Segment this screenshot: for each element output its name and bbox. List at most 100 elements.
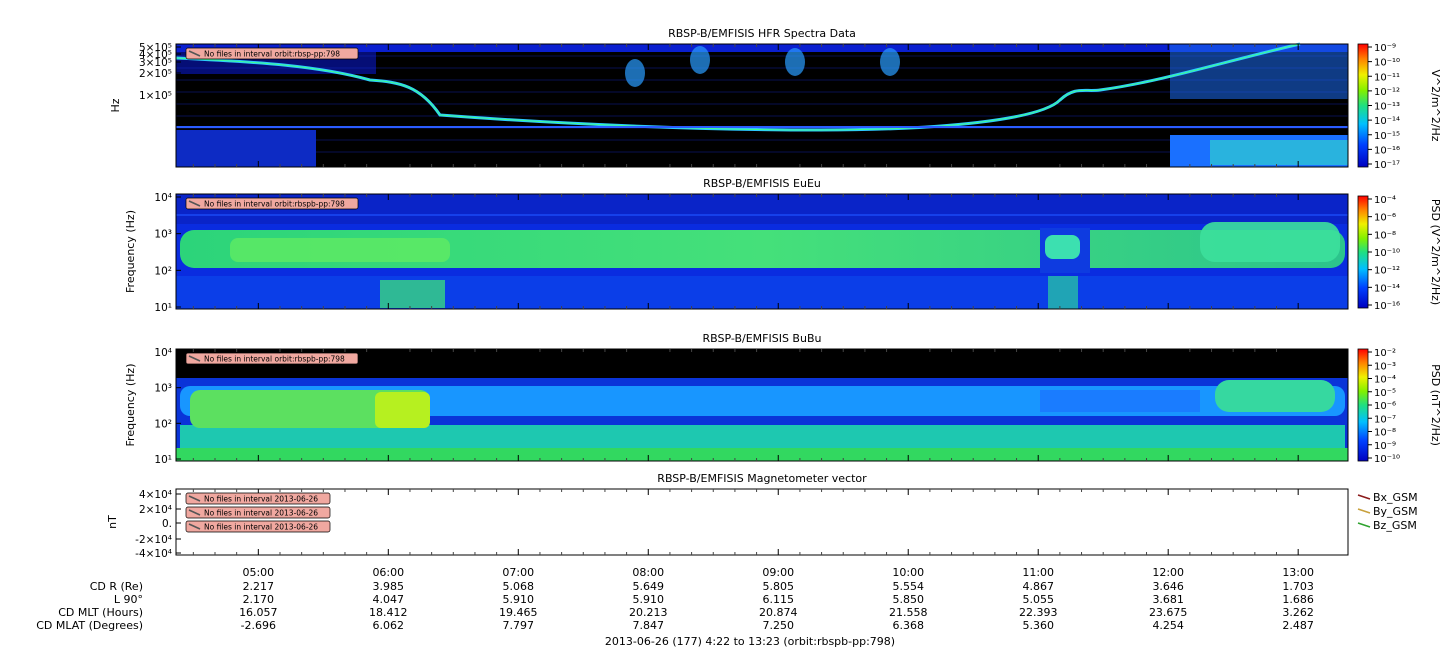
hfr-spectra-colorbar-tick: 10⁻¹⁰ [1374, 58, 1400, 69]
ephemeris-value: 22.393 [1019, 606, 1058, 619]
ephemeris-value: -2.696 [241, 619, 276, 632]
eueu-spectrogram-colorbar-tick: 10⁻⁶ [1374, 213, 1396, 224]
hfr-spectra-colorbar-tick: 10⁻¹³ [1374, 102, 1400, 113]
hfr-spectra-colorbar [1357, 43, 1372, 168]
no-files-annotation-text: No files in interval 2013-06-26 [204, 509, 318, 518]
ephemeris-value: 3.985 [373, 580, 405, 593]
x-tick-label: 06:00 [372, 566, 404, 579]
hfr-spectra-colorbar-tick: 10⁻¹¹ [1374, 72, 1400, 83]
bubu-spectrogram-colorbar-tick: 10⁻² [1374, 348, 1396, 359]
ephemeris-value: 5.910 [503, 593, 535, 606]
eueu-spectrogram-ylabel: Frequency (Hz) [124, 210, 137, 293]
legend-swatch-bz_gsm [1357, 522, 1371, 528]
bubu-spectrogram-ytick-label: 10³ [154, 383, 172, 395]
bubu-spectrogram-ytick-label: 10⁴ [154, 347, 172, 359]
x-tick-label: 07:00 [502, 566, 534, 579]
hfr-spectra-ytick-label: 3×10⁵ [139, 57, 172, 69]
ephemeris-value: 2.217 [243, 580, 275, 593]
eueu-spectrogram-colorbar-tick: 10⁻⁴ [1374, 195, 1396, 206]
ephemeris-value: 3.646 [1152, 580, 1184, 593]
ephemeris-value: 4.047 [373, 593, 405, 606]
ephemeris-value: 7.250 [762, 619, 794, 632]
no-files-annotation: No files in interval orbit:rbspb-pp:798 [185, 352, 359, 365]
ephemeris-value: 3.262 [1282, 606, 1314, 619]
legend-label-bz_gsm: Bz_GSM [1373, 519, 1417, 532]
eueu-spectrogram-ytick-label: 10⁴ [154, 192, 172, 204]
ephemeris-value: 2.170 [243, 593, 275, 606]
no-files-annotation: No files in interval orbit:rbsp-pp:798 [185, 47, 359, 60]
ephemeris-value: 6.062 [373, 619, 405, 632]
x-tick-label: 10:00 [892, 566, 924, 579]
bubu-spectrogram-colorbar [1357, 348, 1372, 462]
hfr-spectra-ylabel: Hz [109, 98, 122, 112]
ephemeris-value: 7.847 [633, 619, 665, 632]
eueu-spectrogram-colorbar [1357, 195, 1372, 309]
hfr-spectra-ytick-label: 5×10⁵ [139, 42, 172, 54]
hfr-spectra-colorbar-tick: 10⁻⁹ [1374, 43, 1396, 54]
magnetometer-plot-area [176, 489, 1348, 555]
ephemeris-value: 1.703 [1282, 580, 1314, 593]
ephemeris-row-label: CD R (Re) [90, 580, 143, 593]
x-tick-label: 11:00 [1022, 566, 1054, 579]
magnetometer-ytick-label: 2×10⁴ [139, 504, 172, 516]
ephemeris-value: 20.874 [759, 606, 798, 619]
ephemeris-value: 2.487 [1282, 619, 1314, 632]
ephemeris-value: 4.867 [1022, 580, 1054, 593]
ephemeris-value: 1.686 [1282, 593, 1314, 606]
no-files-annotation-text: No files in interval 2013-06-26 [204, 523, 318, 532]
eueu-spectrogram-colorbar-tick: 10⁻¹² [1374, 266, 1400, 277]
x-tick-label: 13:00 [1282, 566, 1314, 579]
no-files-annotation: No files in interval 2013-06-26 [185, 492, 331, 505]
ephemeris-value: 16.057 [239, 606, 278, 619]
ephemeris-row-label: CD MLT (Hours) [58, 606, 143, 619]
ephemeris-value: 5.360 [1022, 619, 1054, 632]
eueu-plot-area [176, 194, 1348, 309]
hfr-spectra-colorbar-tick: 10⁻¹⁷ [1374, 160, 1400, 171]
ephemeris-value: 19.465 [499, 606, 538, 619]
bubu-spectrogram-colorbar-tick: 10⁻³ [1374, 361, 1396, 372]
ephemeris-row-label: CD MLAT (Degrees) [36, 619, 143, 632]
ephemeris-value: 3.681 [1152, 593, 1184, 606]
ephemeris-value: 5.649 [633, 580, 665, 593]
eueu-spectrogram-colorbar-tick: 10⁻¹⁰ [1374, 248, 1400, 259]
ephemeris-value: 5.850 [892, 593, 924, 606]
eueu-spectrogram-title: RBSP-B/EMFISIS EuEu [703, 177, 821, 190]
bubu-spectrogram-colorbar-tick: 10⁻⁷ [1374, 414, 1396, 425]
eueu-spectrogram-frame [175, 193, 1349, 310]
ephemeris-value: 5.554 [892, 580, 924, 593]
bubu-spectrogram-ylabel: Frequency (Hz) [124, 364, 137, 447]
eueu-spectrogram-ytick-label: 10¹ [154, 302, 172, 314]
hfr-spectra-colorbar-tick: 10⁻¹⁶ [1374, 145, 1400, 156]
time-range-footer: 2013-06-26 (177) 4:22 to 13:23 (orbit:rb… [605, 635, 895, 648]
magnetometer-ytick-label: 4×10⁴ [139, 489, 172, 501]
magnetometer-ytick-label: -4×10⁴ [135, 548, 172, 560]
hfr-spectra-colorbar-tick: 10⁻¹⁴ [1374, 116, 1400, 127]
magnetometer-ylabel: nT [106, 515, 119, 529]
eueu-spectrogram-ytick-label: 10³ [154, 229, 172, 241]
hfr-spectra-ytick-label: 1×10⁵ [139, 90, 172, 102]
bubu-plot-area [176, 349, 1348, 461]
bubu-spectrogram-colorbar-tick: 10⁻⁵ [1374, 388, 1396, 399]
bubu-spectrogram-title: RBSP-B/EMFISIS BuBu [703, 332, 822, 345]
eueu-spectrogram-colorbar-tick: 10⁻⁸ [1374, 230, 1396, 241]
bubu-spectrogram-ytick-label: 10² [154, 418, 172, 430]
hfr-spectra-title: RBSP-B/EMFISIS HFR Spectra Data [668, 27, 856, 40]
hfr-spectra-colorbar-label: V^2/m^2/Hz [1429, 69, 1442, 141]
eueu-spectrogram-ytick-label: 10² [154, 265, 172, 277]
ephemeris-value: 4.254 [1152, 619, 1184, 632]
ephemeris-value: 6.115 [762, 593, 794, 606]
bubu-spectrogram-colorbar-tick: 10⁻⁹ [1374, 441, 1396, 452]
magnetometer-ytick-label: 0. [162, 518, 172, 530]
no-files-annotation-text: No files in interval orbit:rbspb-pp:798 [204, 355, 345, 364]
ephemeris-value: 5.910 [633, 593, 665, 606]
bubu-spectrogram-ytick-label: 10¹ [154, 454, 172, 466]
ephemeris-value: 5.068 [503, 580, 535, 593]
no-files-annotation-text: No files in interval orbit:rbsp-pp:798 [204, 50, 340, 59]
legend-swatch-bx_gsm [1357, 494, 1371, 500]
bubu-spectrogram-colorbar-tick: 10⁻¹⁰ [1374, 454, 1400, 465]
x-tick-label: 09:00 [762, 566, 794, 579]
hfr-spectra-ytick-label: 2×10⁵ [139, 68, 172, 80]
no-files-annotation: No files in interval 2013-06-26 [185, 520, 331, 533]
x-tick-label: 08:00 [632, 566, 664, 579]
